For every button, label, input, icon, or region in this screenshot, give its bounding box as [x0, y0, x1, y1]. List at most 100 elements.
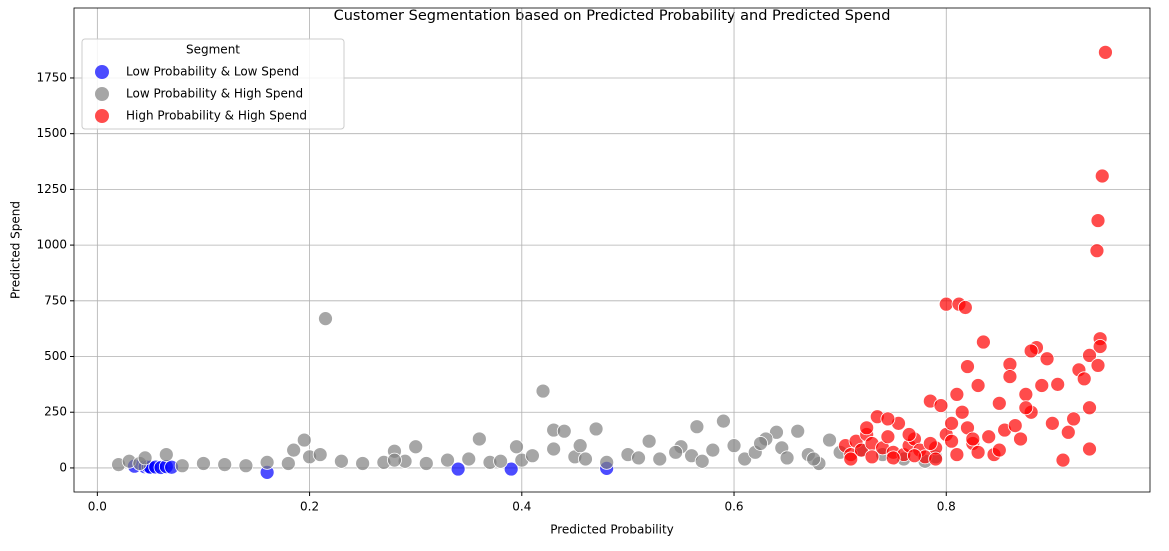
- point: [928, 451, 944, 467]
- point: [1002, 369, 1018, 384]
- y-tick-label: 1250: [36, 182, 67, 196]
- point: [1090, 358, 1106, 373]
- point: [418, 456, 434, 471]
- point: [779, 450, 795, 466]
- point: [280, 456, 296, 471]
- point: [312, 447, 328, 462]
- point: [957, 300, 973, 315]
- y-tick-label: 500: [44, 349, 67, 363]
- point: [843, 451, 859, 467]
- point: [259, 454, 275, 470]
- y-tick-label: 1500: [36, 126, 67, 140]
- x-tick-label: 0.6: [724, 500, 743, 514]
- point: [726, 438, 742, 454]
- point: [1092, 339, 1108, 354]
- point: [296, 432, 312, 448]
- point: [599, 454, 615, 470]
- point: [174, 458, 190, 474]
- point: [806, 451, 822, 467]
- point: [938, 296, 954, 312]
- y-tick-label: 1000: [36, 238, 67, 252]
- point: [1076, 371, 1092, 387]
- point: [668, 444, 684, 460]
- y-tick-label: 750: [44, 293, 67, 307]
- point: [450, 461, 466, 477]
- point: [859, 420, 875, 436]
- legend-title: Segment: [186, 43, 240, 57]
- plot-frame: [73, 7, 1151, 493]
- legend-box: [81, 38, 345, 130]
- point: [1050, 376, 1066, 392]
- point: [334, 453, 349, 469]
- point: [1007, 418, 1023, 433]
- point: [196, 456, 211, 471]
- point: [440, 452, 455, 468]
- point: [705, 442, 721, 458]
- point: [1082, 441, 1097, 457]
- point: [1060, 424, 1076, 440]
- y-tick-label: 1750: [36, 70, 67, 84]
- point: [1098, 44, 1113, 60]
- y-axis-label: Predicted Spend: [9, 201, 23, 299]
- point: [1055, 452, 1071, 468]
- point: [631, 450, 646, 466]
- point: [641, 433, 657, 449]
- legend-marker: [95, 65, 109, 79]
- point: [1094, 168, 1110, 184]
- point: [737, 451, 753, 467]
- point: [981, 429, 997, 445]
- point: [991, 395, 1007, 411]
- point: [880, 411, 896, 427]
- point: [387, 452, 402, 468]
- point: [949, 386, 965, 402]
- point: [922, 436, 938, 451]
- point: [853, 442, 869, 458]
- point: [461, 451, 477, 467]
- point: [652, 451, 668, 467]
- point: [1066, 411, 1081, 427]
- point: [694, 453, 710, 469]
- point: [503, 461, 519, 477]
- point: [970, 444, 986, 460]
- x-tick-label: 0.8: [937, 500, 956, 514]
- point: [944, 433, 959, 449]
- point: [976, 334, 991, 350]
- point: [137, 450, 153, 466]
- legend-marker: [95, 87, 109, 101]
- point: [991, 442, 1007, 458]
- point: [1082, 348, 1097, 363]
- point: [1013, 431, 1028, 447]
- legend-label: Low Probability & High Spend: [126, 87, 303, 101]
- point: [217, 457, 233, 472]
- point: [556, 423, 572, 439]
- point: [588, 421, 604, 437]
- legend-marker: [95, 109, 109, 123]
- point: [286, 442, 302, 458]
- point: [509, 439, 524, 455]
- point: [907, 448, 922, 464]
- point: [1018, 400, 1034, 416]
- point: [901, 427, 917, 442]
- series: [838, 44, 1113, 468]
- point: [822, 432, 837, 448]
- point: [970, 378, 986, 393]
- point: [158, 447, 174, 462]
- point: [753, 436, 768, 451]
- point: [864, 449, 880, 465]
- point: [880, 429, 896, 445]
- point: [1023, 343, 1039, 359]
- legend: Segment Low Probability & Low Spend Low Pr…: [81, 38, 345, 130]
- point: [1039, 351, 1055, 367]
- point: [960, 359, 975, 374]
- point: [572, 438, 588, 454]
- point: [1044, 415, 1060, 431]
- point: [933, 398, 949, 413]
- y-tick-label: 0: [59, 460, 67, 474]
- x-axis-label: Predicted Probability: [550, 523, 674, 537]
- point: [318, 311, 333, 327]
- point: [954, 404, 970, 420]
- point: [355, 456, 371, 471]
- point: [238, 458, 254, 474]
- point: [944, 415, 959, 431]
